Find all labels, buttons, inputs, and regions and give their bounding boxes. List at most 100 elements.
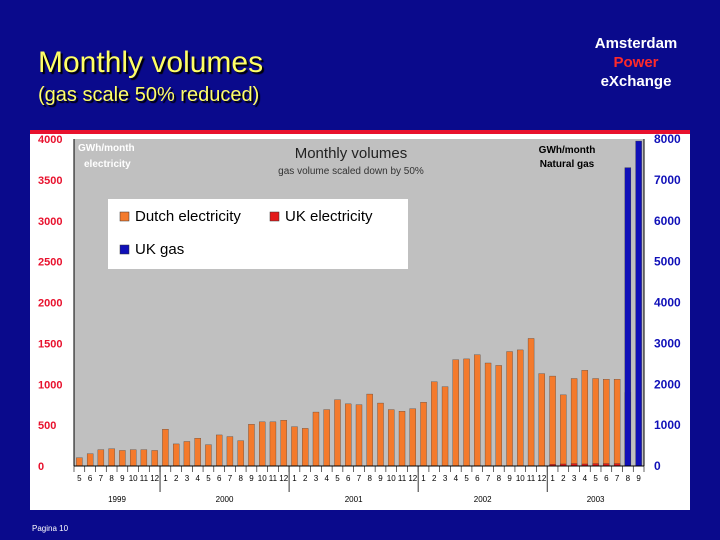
- y-tick-label-left: 4000: [38, 134, 62, 146]
- y-tick-label-left: 1500: [38, 338, 62, 350]
- x-month-label: 8: [238, 474, 243, 483]
- left-axis-label: electricity: [84, 159, 131, 170]
- dutch-electricity-bar: [248, 424, 255, 467]
- x-month-label: 5: [77, 474, 82, 483]
- x-month-label: 3: [443, 474, 448, 483]
- x-month-label: 4: [325, 474, 330, 483]
- y-tick-label-right: 7000: [654, 173, 681, 187]
- dutch-electricity-bar: [398, 411, 406, 467]
- dutch-electricity-bar: [538, 373, 545, 467]
- page-footer: Pagina 10: [32, 524, 69, 533]
- dutch-electricity-bar: [280, 420, 287, 467]
- dutch-electricity-bar: [173, 443, 180, 467]
- y-tick-label-right: 4000: [654, 296, 681, 310]
- y-tick-label-right: 5000: [654, 255, 681, 269]
- dutch-electricity-bar: [452, 359, 459, 467]
- x-month-label: 12: [150, 474, 159, 483]
- dutch-electricity-bar: [226, 436, 234, 467]
- dutch-electricity-bar: [409, 408, 416, 467]
- dutch-electricity-bar: [119, 450, 126, 467]
- dutch-electricity-bar: [259, 421, 266, 467]
- dutch-electricity-bar: [334, 399, 341, 467]
- legend-swatch: [269, 211, 280, 222]
- x-month-label: 4: [195, 474, 200, 483]
- dutch-electricity-bar: [269, 421, 277, 467]
- x-month-label: 2: [174, 474, 179, 483]
- title-divider: [30, 130, 690, 134]
- uk-gas-bar: [635, 140, 642, 467]
- y-tick-label-left: 1000: [38, 379, 62, 391]
- slide-subtitle: (gas scale 50% reduced): [38, 84, 260, 106]
- legend-label: Dutch electricity: [135, 208, 241, 225]
- dutch-electricity-bar: [377, 402, 384, 467]
- x-month-label: 10: [258, 474, 267, 483]
- dutch-electricity-bar: [183, 441, 191, 467]
- x-month-label: 5: [335, 474, 340, 483]
- x-month-label: 7: [615, 474, 620, 483]
- dutch-electricity-bar: [613, 379, 621, 467]
- x-month-label: 8: [626, 474, 631, 483]
- dutch-electricity-bar: [291, 426, 298, 467]
- x-month-label: 10: [516, 474, 525, 483]
- logo-line-1: Amsterdam: [594, 35, 678, 52]
- chart-title: Monthly volumes: [295, 145, 408, 162]
- y-tick-label-left: 500: [38, 420, 56, 432]
- dutch-electricity-bar: [140, 449, 148, 467]
- dutch-electricity-bar: [355, 404, 363, 467]
- dutch-electricity-bar: [323, 409, 330, 467]
- x-month-label: 9: [249, 474, 254, 483]
- dutch-electricity-bar: [162, 429, 169, 467]
- dutch-electricity-bar: [237, 440, 244, 467]
- dutch-electricity-bar: [581, 370, 589, 467]
- x-month-label: 9: [378, 474, 383, 483]
- dutch-electricity-bar: [420, 402, 427, 467]
- dutch-electricity-bar: [86, 453, 94, 467]
- x-month-label: 8: [368, 474, 373, 483]
- dutch-electricity-bar: [517, 349, 524, 467]
- dutch-electricity-bar: [527, 338, 535, 467]
- x-month-label: 5: [593, 474, 598, 483]
- x-month-label: 11: [398, 474, 407, 483]
- y-tick-label-right: 3000: [654, 336, 681, 350]
- x-month-label: 9: [636, 474, 641, 483]
- dutch-electricity-bar: [431, 381, 438, 467]
- x-year-label: 2003: [587, 495, 605, 504]
- x-year-label: 2000: [216, 495, 234, 504]
- dutch-electricity-bar: [549, 375, 556, 467]
- apx-logo: Amsterdam Power eXchange: [584, 34, 688, 91]
- y-tick-label-right: 0: [654, 459, 661, 473]
- y-tick-label-left: 3000: [38, 216, 62, 228]
- x-month-label: 11: [269, 474, 278, 483]
- right-axis-label: GWh/month: [539, 145, 596, 156]
- legend-swatch: [119, 211, 130, 222]
- x-month-label: 6: [88, 474, 93, 483]
- x-month-label: 3: [314, 474, 319, 483]
- x-month-label: 5: [206, 474, 211, 483]
- dutch-electricity-bar: [194, 438, 201, 467]
- x-month-label: 1: [292, 474, 297, 483]
- logo-line-3: eXchange: [600, 73, 672, 90]
- y-tick-label-left: 3500: [38, 175, 62, 187]
- x-month-label: 4: [583, 474, 588, 483]
- x-month-label: 8: [497, 474, 502, 483]
- x-month-label: 6: [475, 474, 480, 483]
- x-month-label: 1: [550, 474, 555, 483]
- logo-line-2: Power: [613, 54, 659, 71]
- x-month-label: 6: [217, 474, 222, 483]
- x-month-label: 7: [357, 474, 362, 483]
- legend-label: UK electricity: [285, 208, 373, 225]
- dutch-electricity-bar: [205, 444, 212, 467]
- dutch-electricity-bar: [76, 457, 83, 467]
- legend-label: UK gas: [135, 241, 184, 258]
- dutch-electricity-bar: [484, 362, 492, 467]
- chart-subtitle: gas volume scaled down by 50%: [278, 166, 424, 177]
- dutch-electricity-bar: [151, 450, 158, 467]
- x-month-label: 11: [140, 474, 149, 483]
- uk-gas-bar: [624, 167, 632, 467]
- x-month-label: 12: [537, 474, 546, 483]
- x-month-label: 9: [507, 474, 512, 483]
- dutch-electricity-bar: [570, 378, 578, 467]
- dutch-electricity-bar: [388, 409, 395, 467]
- dutch-electricity-bar: [441, 386, 449, 467]
- x-month-label: 7: [99, 474, 104, 483]
